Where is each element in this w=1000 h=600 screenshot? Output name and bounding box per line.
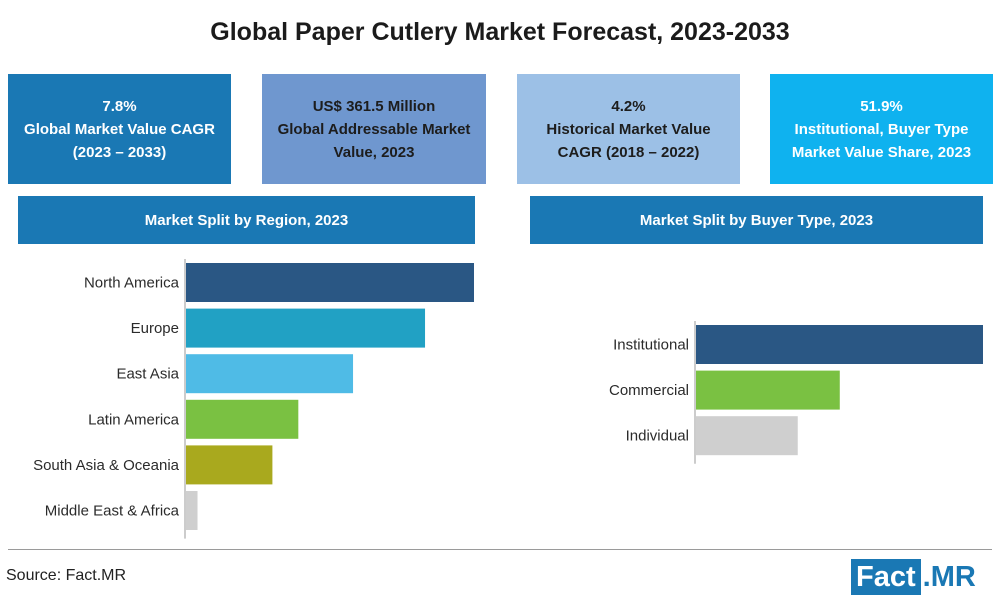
region-label-latin-america: Latin America — [88, 411, 180, 428]
kpi-label: Historical Market Value — [546, 120, 711, 138]
buyer-type-chart-title: Market Split by Buyer Type, 2023 — [530, 196, 983, 244]
region-bar-south-asia-oceania — [186, 445, 273, 485]
page-title: Global Paper Cutlery Market Forecast, 20… — [210, 18, 790, 46]
kpi-label: Global Market Value CAGR — [24, 120, 215, 138]
footer-divider — [8, 549, 992, 550]
kpi-card-institutional-share: 51.9% Institutional, Buyer Type Market V… — [770, 74, 993, 184]
kpi-value: US$ 361.5 Million — [312, 97, 436, 115]
region-bar-middle-east-africa — [186, 491, 198, 530]
region-label-europe: Europe — [131, 320, 179, 337]
factmr-logo: Fact .MR — [851, 559, 976, 595]
kpi-label: CAGR (2018 – 2022) — [557, 143, 700, 161]
kpi-card-market-value: US$ 361.5 Million Global Addressable Mar… — [262, 74, 486, 184]
buyer-type-label-individual: Individual — [626, 428, 689, 445]
buyer-type-bar-individual — [696, 416, 798, 456]
region-bar-latin-america — [186, 399, 299, 439]
region-label-south-asia-oceania: South Asia & Oceania — [33, 457, 180, 474]
buyer-type-label-institutional: Institutional — [613, 337, 689, 354]
region-bar-north-america — [186, 263, 474, 302]
kpi-card-cagr: 7.8% Global Market Value CAGR (2023 – 20… — [8, 74, 231, 184]
region-label-north-america: North America — [84, 275, 180, 292]
kpi-label: Global Addressable Market — [277, 120, 471, 138]
kpi-card-historical-cagr: 4.2% Historical Market Value CAGR (2018 … — [517, 74, 740, 184]
region-label-east-asia: East Asia — [116, 366, 179, 383]
source-note: Source: Fact.MR — [6, 567, 127, 584]
buyer-type-bar-institutional — [696, 325, 983, 364]
kpi-label: Value, 2023 — [333, 143, 415, 161]
buyer-type-label-commercial: Commercial — [609, 382, 689, 399]
kpi-label: Market Value Share, 2023 — [791, 143, 972, 161]
logo-part-fact: Fact — [851, 559, 921, 595]
kpi-value: 4.2% — [611, 97, 646, 115]
region-chart-title: Market Split by Region, 2023 — [18, 196, 475, 244]
logo-part-mr: .MR — [922, 561, 976, 593]
buyer-type-bar-commercial — [696, 370, 840, 410]
kpi-value: 7.8% — [102, 97, 137, 115]
kpi-label: (2023 – 2033) — [72, 143, 167, 161]
region-bar-europe — [186, 308, 426, 348]
region-label-middle-east-africa: Middle East & Africa — [45, 503, 180, 520]
region-bar-east-asia — [186, 354, 354, 394]
kpi-value: 51.9% — [860, 97, 903, 115]
kpi-label: Institutional, Buyer Type — [794, 120, 969, 138]
